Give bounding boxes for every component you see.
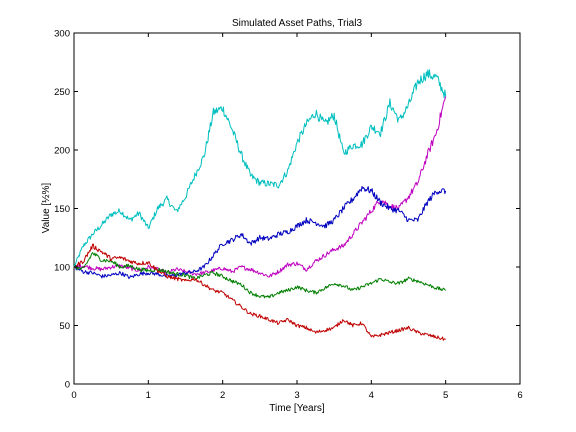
y-tick-label: 150	[54, 204, 70, 215]
y-tick-label: 300	[54, 29, 70, 40]
tick-layer: 0 1 2 3 4 5 6 0 50 100 150 200 250 300	[54, 29, 523, 402]
series-layer	[73, 69, 447, 341]
y-tick-label: 50	[59, 321, 70, 332]
plot-area	[73, 32, 521, 385]
y-tick-label: 200	[54, 146, 70, 157]
series-line-3	[73, 252, 447, 299]
x-tick-label: 3	[294, 390, 299, 401]
x-tick-label: 0	[71, 390, 76, 401]
x-tick-label: 1	[146, 390, 151, 401]
series-line-2	[73, 186, 447, 280]
series-line-0	[73, 69, 447, 268]
x-tick-label: 5	[443, 390, 448, 401]
x-tick-label: 6	[517, 390, 522, 401]
series-line-1	[73, 96, 447, 278]
y-tick-label: 0	[65, 380, 70, 391]
y-tick-label: 100	[54, 263, 70, 274]
y-tick-label: 250	[54, 87, 70, 98]
x-tick-label: 4	[369, 390, 374, 401]
x-axis-label: Time [Years]	[269, 403, 325, 414]
chart-title: Simulated Asset Paths, Trial3	[232, 18, 363, 29]
y-axis-label: Value [½%]	[41, 183, 52, 234]
series-line-4	[73, 243, 446, 341]
x-tick-label: 2	[220, 390, 225, 401]
